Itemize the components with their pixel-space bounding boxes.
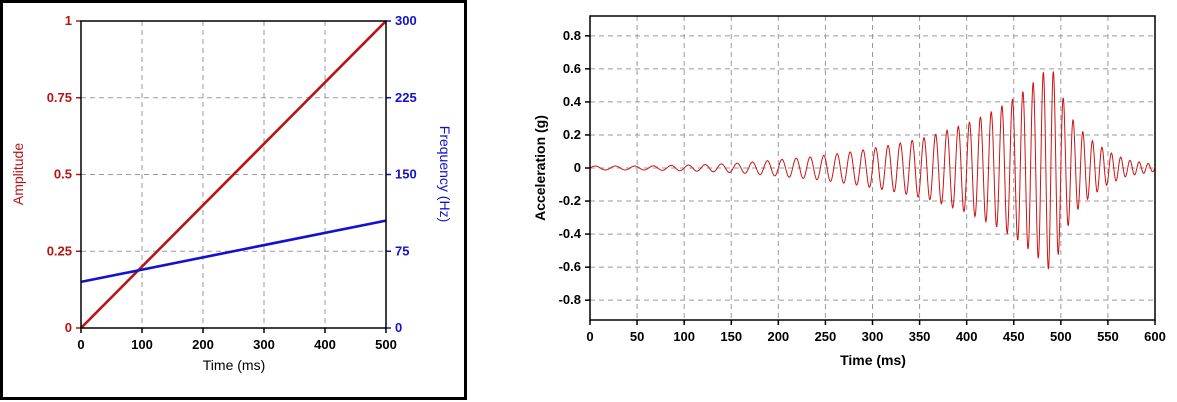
tick-label: 0.5 — [54, 167, 72, 182]
tick-label: -0.2 — [559, 193, 581, 208]
tick-label: 250 — [815, 329, 837, 344]
tick-label: 500 — [1050, 329, 1072, 344]
tick-label: 0 — [574, 160, 581, 175]
tick-label: 0 — [77, 337, 84, 352]
tick-label: 300 — [395, 13, 417, 28]
tick-label: 0.2 — [563, 127, 581, 142]
acceleration-waveform-line — [589, 71, 1156, 270]
tick-label: 400 — [956, 329, 978, 344]
tick-label: -0.4 — [559, 226, 582, 241]
tick-label: 300 — [253, 337, 275, 352]
plot-border — [80, 20, 387, 329]
tick-label: 100 — [673, 329, 695, 344]
tick-label: 150 — [395, 167, 417, 182]
amplitude-series-line — [80, 20, 387, 329]
tick-label: 200 — [192, 337, 214, 352]
tick-label: 0.8 — [563, 28, 581, 43]
tick-label: 550 — [1097, 329, 1119, 344]
sweep-parameters-figure: 0 100 200 300 400 500 0 0.25 0.5 0.75 1 0 75 150 225 30… — [0, 0, 467, 400]
tick-label: 75 — [395, 243, 409, 258]
tick-label: 225 — [395, 90, 417, 105]
tick-label: 100 — [131, 337, 153, 352]
sweep-time-axis-label: Time (ms) — [202, 357, 266, 373]
gridlines — [81, 21, 386, 328]
tick-label: 0 — [65, 320, 72, 335]
tick-labels: 0 100 200 300 400 500 0 0.25 0.5 0.75 1 0 75 150 225 30… — [47, 13, 417, 352]
tick-label: 0.4 — [563, 94, 582, 109]
acceleration-axis-label: Acceleration (g) — [532, 115, 548, 221]
plot-border — [589, 15, 1156, 321]
tick-label: 50 — [630, 329, 644, 344]
tick-label: 0.75 — [47, 90, 72, 105]
tick-label: 300 — [862, 329, 884, 344]
tick-label: 500 — [375, 337, 397, 352]
acceleration-time-axis-label: Time (ms) — [840, 352, 906, 368]
tick-label: -0.8 — [559, 292, 581, 307]
tick-marks — [585, 35, 1156, 325]
tick-label: 0.6 — [563, 61, 581, 76]
tick-label: 1 — [65, 13, 72, 28]
tick-label: 450 — [1003, 329, 1025, 344]
tick-label: -0.6 — [559, 259, 581, 274]
gridlines — [590, 16, 1155, 320]
tick-label: 150 — [720, 329, 742, 344]
frequency-series-line — [80, 219, 387, 284]
amplitude-axis-label: Amplitude — [10, 142, 26, 206]
tick-label: 0 — [586, 329, 593, 344]
sweep-chart-canvas: 0 100 200 300 400 500 0 0.25 0.5 0.75 1 0 75 150 225 30… — [47, 13, 417, 352]
tick-label: 0 — [395, 320, 402, 335]
tick-labels: 0 50 100 150 200 250 300 350 400 450 500 550 600 -0.8… — [559, 28, 1166, 344]
tick-label: 600 — [1144, 329, 1166, 344]
tick-marks — [76, 20, 391, 333]
tick-label: 400 — [314, 337, 336, 352]
tick-label: 350 — [909, 329, 931, 344]
tick-label: 200 — [767, 329, 789, 344]
tick-label: 0.25 — [47, 243, 72, 258]
acceleration-chart-canvas: 0 50 100 150 200 250 300 350 400 450 500 550 600 -0.8… — [559, 15, 1166, 344]
frequency-axis-label: Frequency (Hz) — [437, 125, 453, 223]
acceleration-figure: 0 50 100 150 200 250 300 350 400 450 500 550 600 -0.8… — [518, 0, 1177, 402]
